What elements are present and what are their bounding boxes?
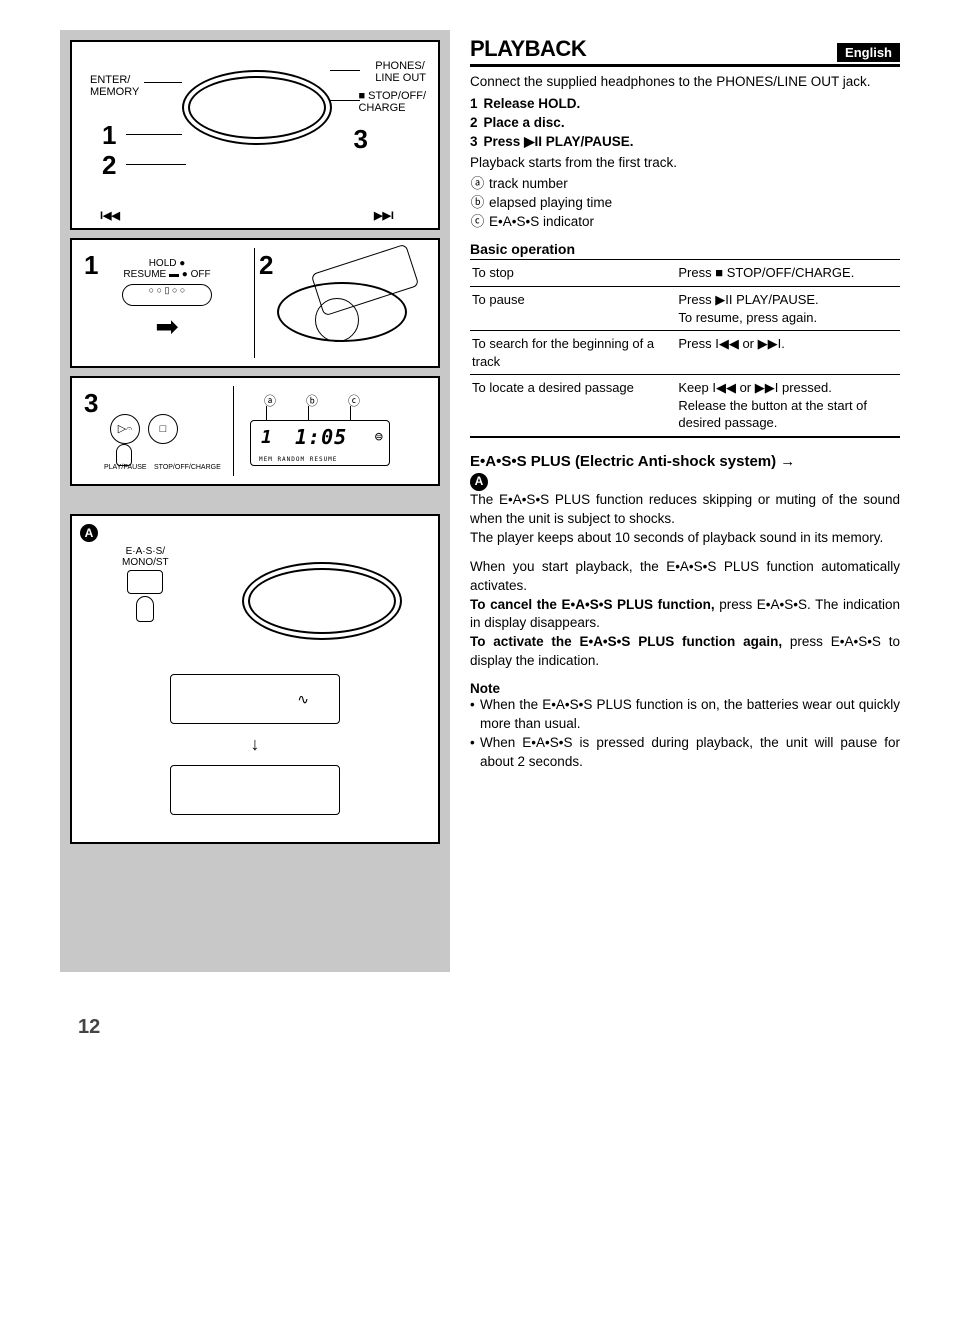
step-1-text: Release HOLD.: [484, 96, 581, 111]
page-number: 12: [78, 1016, 100, 1039]
intro-text: Connect the supplied headphones to the P…: [470, 73, 900, 91]
step-3-text: PLAY/PAUSE.: [542, 134, 634, 149]
op-action: To search for the beginning of a track: [470, 331, 676, 375]
prev-icon: I◀◀: [100, 210, 120, 222]
label-stop-off-charge: ■ STOP/OFF/ CHARGE: [358, 90, 426, 114]
diagram-2: 1 HOLD ● RESUME ▬ ● OFF ○ ○ ▯ ○ ○ ➡ 2: [70, 238, 440, 368]
note-item: When the E•A•S•S PLUS function is on, th…: [470, 696, 900, 734]
note-item: When E•A•S•S is pressed during playback,…: [470, 734, 900, 772]
diagram-3: 3 ▷𝄐 □ PLAY/PAUSE STOP/OFF/CHARGE ⓐ ⓑ ⓒ: [70, 376, 440, 486]
note-heading: Note: [470, 681, 900, 696]
callout-2b: 2: [259, 250, 273, 281]
lcd-time: 1:05: [295, 425, 347, 449]
table-row: To stop Press ■ STOP/OFF/CHARGE.: [470, 260, 900, 286]
circled-c: ⓒE•A•S•S indicator: [470, 213, 900, 232]
eass-p3-block: When you start playback, the E•A•S•S PLU…: [470, 558, 900, 671]
step-3-prefix: Press: [484, 134, 525, 149]
circled-a: ⓐtrack number: [470, 175, 900, 194]
step-1: 1 Release HOLD.: [470, 95, 900, 114]
op-do: Keep I◀◀ or ▶▶I pressed. Release the but…: [676, 375, 900, 437]
callout-3b: 3: [84, 388, 98, 419]
callout-3: 3: [354, 124, 368, 155]
op-action: To pause: [470, 287, 676, 331]
op-do: Press ▶II PLAY/PAUSE. To resume, press a…: [676, 287, 900, 331]
eass-p1: The E•A•S•S PLUS function reduces skippi…: [470, 491, 900, 548]
op-action: To locate a desired passage: [470, 375, 676, 437]
circled-list: ⓐtrack number ⓑelapsed playing time ⓒE•A…: [470, 175, 900, 232]
hold-switch: ○ ○ ▯ ○ ○: [122, 284, 212, 306]
lcd-bottom-labels: MEM RANDOM RESUME: [259, 456, 337, 463]
arrow-right-icon: ➡: [86, 310, 248, 343]
mark-a: ⓐ: [470, 175, 485, 194]
callout-1: 1: [102, 120, 116, 151]
table-row: To pause Press ▶II PLAY/PAUSE. To resume…: [470, 287, 900, 331]
after-steps: Playback starts from the first track.: [470, 154, 900, 173]
page-title: PLAYBACK: [470, 36, 586, 62]
stop-button-icon: □: [148, 414, 178, 444]
basic-operation-heading: Basic operation: [470, 241, 900, 260]
eass-p2-text: The player keeps about 10 seconds of pla…: [470, 530, 883, 545]
lcd-track: 1: [261, 427, 272, 448]
eass-heading-text: E•A•S•S PLUS (Electric Anti-shock system…: [470, 453, 795, 470]
op-do: Press I◀◀ or ▶▶I.: [676, 331, 900, 375]
table-row: To locate a desired passage Keep I◀◀ or …: [470, 375, 900, 437]
wave-icon: ∿: [297, 691, 309, 708]
eass-cancel-bold: To cancel the E•A•S•S PLUS function,: [470, 597, 715, 612]
step-2-num: 2: [470, 115, 478, 130]
circled-b: ⓑelapsed playing time: [470, 194, 900, 213]
eass-p3-text: When you start playback, the E•A•S•S PLU…: [470, 559, 900, 593]
circled-a-text: track number: [489, 175, 568, 194]
step-3-num: 3: [470, 134, 478, 149]
badge-a-inline: A: [470, 473, 488, 491]
play-pause-icon: ▶II: [524, 134, 542, 149]
callout-1b: 1: [84, 250, 98, 281]
eass-p1-text: The E•A•S•S PLUS function reduces skippi…: [470, 492, 900, 526]
callout-2: 2: [102, 150, 116, 181]
label-stop-off-charge-small: STOP/OFF/CHARGE: [154, 464, 221, 472]
label-hold: HOLD ●: [86, 258, 248, 269]
play-pause-button-icon: ▷𝄐: [110, 414, 140, 444]
step-3: 3 Press ▶II PLAY/PAUSE.: [470, 133, 900, 152]
label-enter-memory: ENTER/ MEMORY: [90, 74, 139, 98]
badge-a: A: [80, 524, 98, 542]
diagram-a: A E·A·S·S/ MONO/ST ∿ ↓: [70, 514, 440, 844]
steps-list: 1 Release HOLD. 2 Place a disc. 3 Press ▶II…: [470, 95, 900, 152]
note-list: When the E•A•S•S PLUS function is on, th…: [470, 696, 900, 772]
table-row: To search for the beginning of a track P…: [470, 331, 900, 375]
op-do: Press ■ STOP/OFF/CHARGE.: [676, 260, 900, 286]
mark-c: ⓒ: [470, 213, 485, 232]
down-arrow-icon: ↓: [80, 734, 430, 755]
lcd-eass-icon: ⊜: [375, 429, 383, 445]
circled-b-text: elapsed playing time: [489, 194, 612, 213]
text-column: PLAYBACK English Connect the supplied he…: [470, 30, 900, 972]
diagram-1: ENTER/ MEMORY PHONES/ LINE OUT ■ STOP/OF…: [70, 40, 440, 230]
op-action: To stop: [470, 260, 676, 286]
mark-b: ⓑ: [470, 194, 485, 213]
language-badge: English: [837, 43, 900, 62]
label-resume-off: RESUME ▬ ● OFF: [86, 269, 248, 280]
next-icon: ▶▶I: [374, 210, 394, 222]
eass-heading: E•A•S•S PLUS (Electric Anti-shock system…: [470, 452, 900, 491]
step-1-num: 1: [470, 96, 478, 111]
diagram-column: ENTER/ MEMORY PHONES/ LINE OUT ■ STOP/OF…: [60, 30, 450, 972]
label-eass-monost: E·A·S·S/ MONO/ST: [122, 546, 169, 568]
label-phones-lineout: PHONES/ LINE OUT: [375, 60, 426, 84]
title-row: PLAYBACK English: [470, 36, 900, 67]
operations-table: To stop Press ■ STOP/OFF/CHARGE. To paus…: [470, 260, 900, 437]
step-2-text: Place a disc.: [484, 115, 565, 130]
step-2: 2 Place a disc.: [470, 114, 900, 133]
circled-c-text: E•A•S•S indicator: [489, 213, 594, 232]
eass-activate-bold: To activate the E•A•S•S PLUS function ag…: [470, 634, 782, 649]
